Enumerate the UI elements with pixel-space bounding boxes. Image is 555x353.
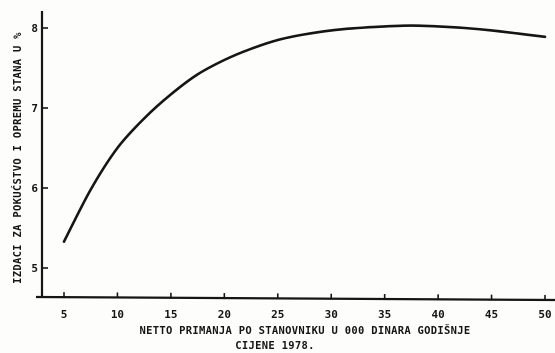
- y-axis-title: IZDACI ZA POKUĆSTVO I OPREMU STANA U %: [11, 32, 24, 284]
- x-tick-label: 45: [485, 308, 498, 321]
- y-tick-label: 6: [31, 182, 38, 195]
- x-tick-label: 40: [431, 308, 444, 321]
- y-tick-label: 7: [31, 102, 38, 115]
- x-axis-title: NETTO PRIMANJA PO STANOVNIKU U 000 DINAR…: [139, 324, 470, 337]
- x-tick-label: 35: [378, 308, 391, 321]
- y-tick-label: 8: [31, 22, 38, 35]
- y-axis-ticks: 5 6 7 8: [31, 22, 48, 275]
- x-tick-label: 10: [111, 308, 124, 321]
- x-tick-label: 20: [218, 308, 231, 321]
- x-tick-label: 50: [538, 308, 551, 321]
- x-tick-label: 30: [325, 308, 338, 321]
- series-layer: [62, 24, 547, 243]
- x-axis-line: [35, 295, 555, 302]
- x-tick-label: 5: [61, 308, 68, 321]
- x-axis-ticks: 5 10 15 20 25 30 35 40 45 50: [61, 292, 552, 321]
- x-tick-label: 25: [271, 308, 284, 321]
- x-axis-subtitle: CIJENE 1978.: [235, 340, 314, 352]
- y-tick-label: 5: [31, 262, 38, 275]
- x-tick-label: 15: [164, 308, 177, 321]
- series-line: [62, 24, 547, 243]
